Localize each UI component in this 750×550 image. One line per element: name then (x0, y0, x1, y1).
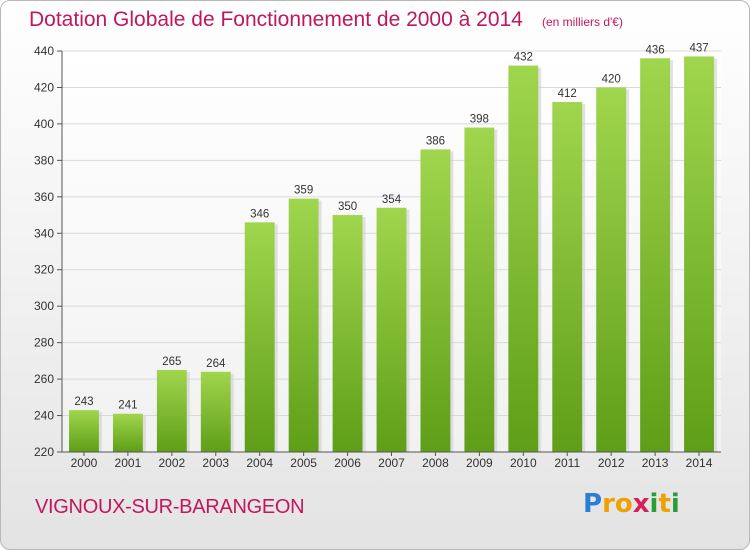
x-tick-label: 2001 (115, 456, 142, 470)
x-tick-label: 2013 (642, 456, 669, 470)
data-label: 432 (514, 52, 533, 64)
logo-letter: i (670, 489, 680, 519)
data-label: 264 (206, 358, 226, 370)
bar (552, 102, 583, 452)
bar (376, 207, 407, 452)
bar (69, 410, 99, 452)
y-tick-label: 300 (34, 299, 54, 313)
x-tick-label: 2004 (246, 456, 273, 470)
logo-letter: x (632, 489, 650, 519)
bar (684, 56, 714, 453)
y-tick-label: 380 (34, 153, 54, 167)
data-label: 354 (382, 194, 402, 206)
commune-name: VIGNOUX-SUR-BARANGEON (35, 496, 305, 518)
x-tick-label: 2014 (686, 456, 713, 470)
y-tick-label: 320 (34, 263, 54, 277)
y-tick-label: 240 (34, 409, 54, 423)
bar (332, 215, 363, 452)
x-tick-label: 2008 (422, 456, 449, 470)
bar (508, 65, 539, 452)
data-label: 420 (602, 73, 621, 85)
y-tick-label: 280 (34, 336, 54, 350)
data-label: 412 (558, 88, 577, 100)
logo-letter: t (658, 489, 671, 519)
chart-title: Dotation Globale de Fonctionnement de 20… (29, 8, 523, 31)
x-tick-label: 2012 (598, 456, 625, 470)
x-tick-label: 2009 (466, 456, 493, 470)
data-label: 350 (338, 201, 357, 213)
proxiti-logo[interactable]: Proxiti (583, 489, 680, 519)
data-label: 386 (426, 135, 445, 147)
bar (420, 149, 451, 452)
y-tick-label: 220 (34, 445, 54, 459)
x-tick-label: 2002 (158, 456, 185, 470)
y-tick-label: 420 (34, 80, 54, 94)
data-label: 243 (74, 396, 93, 408)
data-label: 436 (646, 44, 665, 56)
bar (464, 127, 495, 453)
data-label: 398 (470, 114, 489, 126)
y-tick-label: 260 (34, 372, 54, 386)
data-label: 241 (118, 400, 137, 412)
chart-subtitle: (en milliers d'€) (542, 15, 623, 29)
bar (156, 369, 187, 452)
x-tick-label: 2010 (510, 456, 537, 470)
bar (288, 198, 319, 452)
y-tick-label: 400 (34, 117, 54, 131)
y-tick-label: 340 (34, 226, 54, 240)
data-label: 265 (162, 356, 181, 368)
x-tick-label: 2007 (378, 456, 405, 470)
x-tick-label: 2003 (202, 456, 229, 470)
x-tick-label: 2000 (71, 456, 98, 470)
x-tick-label: 2006 (334, 456, 361, 470)
bar (200, 371, 231, 452)
x-tick-label: 2011 (554, 456, 580, 470)
y-tick-label: 440 (34, 44, 54, 58)
bar (596, 87, 627, 453)
y-tick-label: 360 (34, 190, 54, 204)
logo-letter: o (614, 489, 633, 519)
data-label: 359 (294, 185, 313, 197)
bar (244, 222, 275, 452)
logo-letter: P (583, 489, 603, 519)
data-label: 346 (250, 208, 269, 220)
bar (112, 413, 143, 452)
logo-letter: i (649, 489, 659, 519)
logo-letter: r (602, 489, 615, 519)
data-label: 437 (689, 42, 708, 54)
bar (640, 58, 671, 453)
x-tick-label: 2005 (290, 456, 317, 470)
